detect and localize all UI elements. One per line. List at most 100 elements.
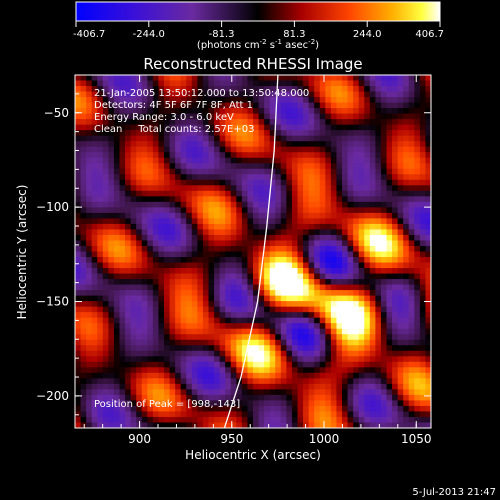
- heatmap-cell: [219, 317, 226, 324]
- heatmap-cell: [319, 97, 326, 104]
- heatmap-cell: [336, 262, 343, 269]
- heatmap-cell: [408, 207, 415, 214]
- heatmap-cell: [369, 323, 376, 330]
- heatmap-cell: [347, 345, 354, 352]
- heatmap-cell: [147, 152, 154, 159]
- heatmap-cell: [180, 268, 187, 275]
- heatmap-cell: [119, 306, 126, 313]
- heatmap-cell: [314, 223, 321, 231]
- heatmap-cell: [119, 174, 126, 181]
- heatmap-cell: [125, 229, 132, 236]
- heatmap-cell: [397, 301, 404, 308]
- heatmap-cell: [253, 339, 260, 346]
- heatmap-cell: [269, 229, 276, 236]
- heatmap-cell: [158, 174, 165, 181]
- heatmap-cell: [169, 345, 176, 352]
- heatmap-cell: [225, 306, 232, 313]
- heatmap-cell: [386, 345, 393, 352]
- heatmap-cell: [369, 108, 376, 115]
- heatmap-cell: [236, 367, 243, 374]
- heatmap-cell: [180, 245, 187, 253]
- heatmap-cell: [191, 301, 198, 308]
- heatmap-cell: [258, 356, 265, 363]
- heatmap-cell: [119, 284, 126, 291]
- heatmap-cell: [225, 240, 232, 247]
- heatmap-cell: [141, 422, 148, 428]
- heatmap-cell: [102, 389, 109, 396]
- heatmap-cell: [197, 290, 204, 297]
- heatmap-cell: [152, 350, 160, 357]
- heatmap-cell: [175, 394, 182, 402]
- heatmap-cell: [164, 234, 171, 242]
- heatmap-cell: [253, 383, 260, 390]
- heatmap-cell: [214, 345, 221, 352]
- heatmap-cell: [353, 389, 360, 396]
- heatmap-cell: [425, 196, 431, 203]
- heatmap-cell: [225, 372, 232, 379]
- heatmap-cell: [152, 328, 160, 335]
- heatmap-cell: [102, 207, 109, 214]
- heatmap-cell: [425, 345, 431, 352]
- heatmap-cell: [236, 334, 243, 341]
- heatmap-cell: [186, 378, 193, 385]
- heatmap-cell: [158, 306, 165, 313]
- heatmap-cell: [264, 130, 271, 137]
- heatmap-cell: [342, 163, 349, 170]
- heatmap-cell: [147, 130, 154, 137]
- heatmap-cell: [358, 383, 365, 390]
- heatmap-cell: [197, 356, 204, 363]
- x-tick-label: 950: [220, 432, 243, 446]
- heatmap-cell: [152, 262, 160, 269]
- heatmap-cell: [219, 411, 226, 418]
- heatmap-cell: [425, 323, 431, 330]
- heatmap-cell: [125, 383, 132, 390]
- heatmap-cell: [164, 80, 171, 87]
- heatmap-cell: [230, 201, 237, 208]
- heatmap-cell: [425, 124, 431, 131]
- heatmap-cell: [314, 97, 321, 104]
- heatmap-cell: [230, 212, 237, 220]
- heatmap-cell: [164, 345, 171, 352]
- heatmap-cell: [303, 295, 310, 302]
- heatmap-cell: [141, 389, 148, 396]
- heatmap-cell: [364, 80, 371, 87]
- heatmap-cell: [169, 273, 176, 280]
- heatmap-cell: [358, 350, 365, 357]
- heatmap-cell: [241, 290, 249, 297]
- heatmap-cell: [392, 356, 399, 363]
- heatmap-cell: [130, 405, 137, 413]
- heatmap-cell: [392, 240, 399, 247]
- heatmap-cell: [264, 185, 271, 192]
- heatmap-cell: [108, 405, 115, 413]
- heatmap-cell: [102, 185, 109, 192]
- heatmap-cell: [330, 97, 338, 104]
- heatmap-cell: [380, 323, 388, 330]
- heatmap-cell: [419, 367, 427, 374]
- heatmap-cell: [364, 163, 371, 170]
- heatmap-cell: [336, 185, 343, 192]
- heatmap-cell: [408, 223, 415, 231]
- heatmap-cell: [141, 416, 148, 424]
- heatmap-cell: [147, 245, 154, 253]
- heatmap-cell: [319, 262, 326, 269]
- heatmap-cell: [219, 301, 226, 308]
- heatmap-cell: [403, 328, 410, 335]
- heatmap-cell: [180, 207, 187, 214]
- heatmap-cell: [330, 168, 338, 175]
- heatmap-cell: [319, 168, 326, 175]
- heatmap-cell: [353, 218, 360, 225]
- heatmap-cell: [303, 411, 310, 418]
- heatmap-cell: [75, 196, 82, 203]
- heatmap-cell: [108, 130, 115, 137]
- heatmap-cell: [303, 389, 310, 396]
- heatmap-cell: [286, 108, 293, 115]
- heatmap-cell: [91, 317, 98, 324]
- heatmap-cell: [180, 113, 187, 120]
- heatmap-cell: [158, 97, 165, 104]
- heatmap-cell: [380, 251, 388, 258]
- heatmap-cell: [347, 212, 354, 220]
- heatmap-cell: [403, 185, 410, 192]
- heatmap-cell: [419, 383, 427, 390]
- heatmap-cell: [197, 124, 204, 131]
- heatmap-cell: [303, 196, 310, 203]
